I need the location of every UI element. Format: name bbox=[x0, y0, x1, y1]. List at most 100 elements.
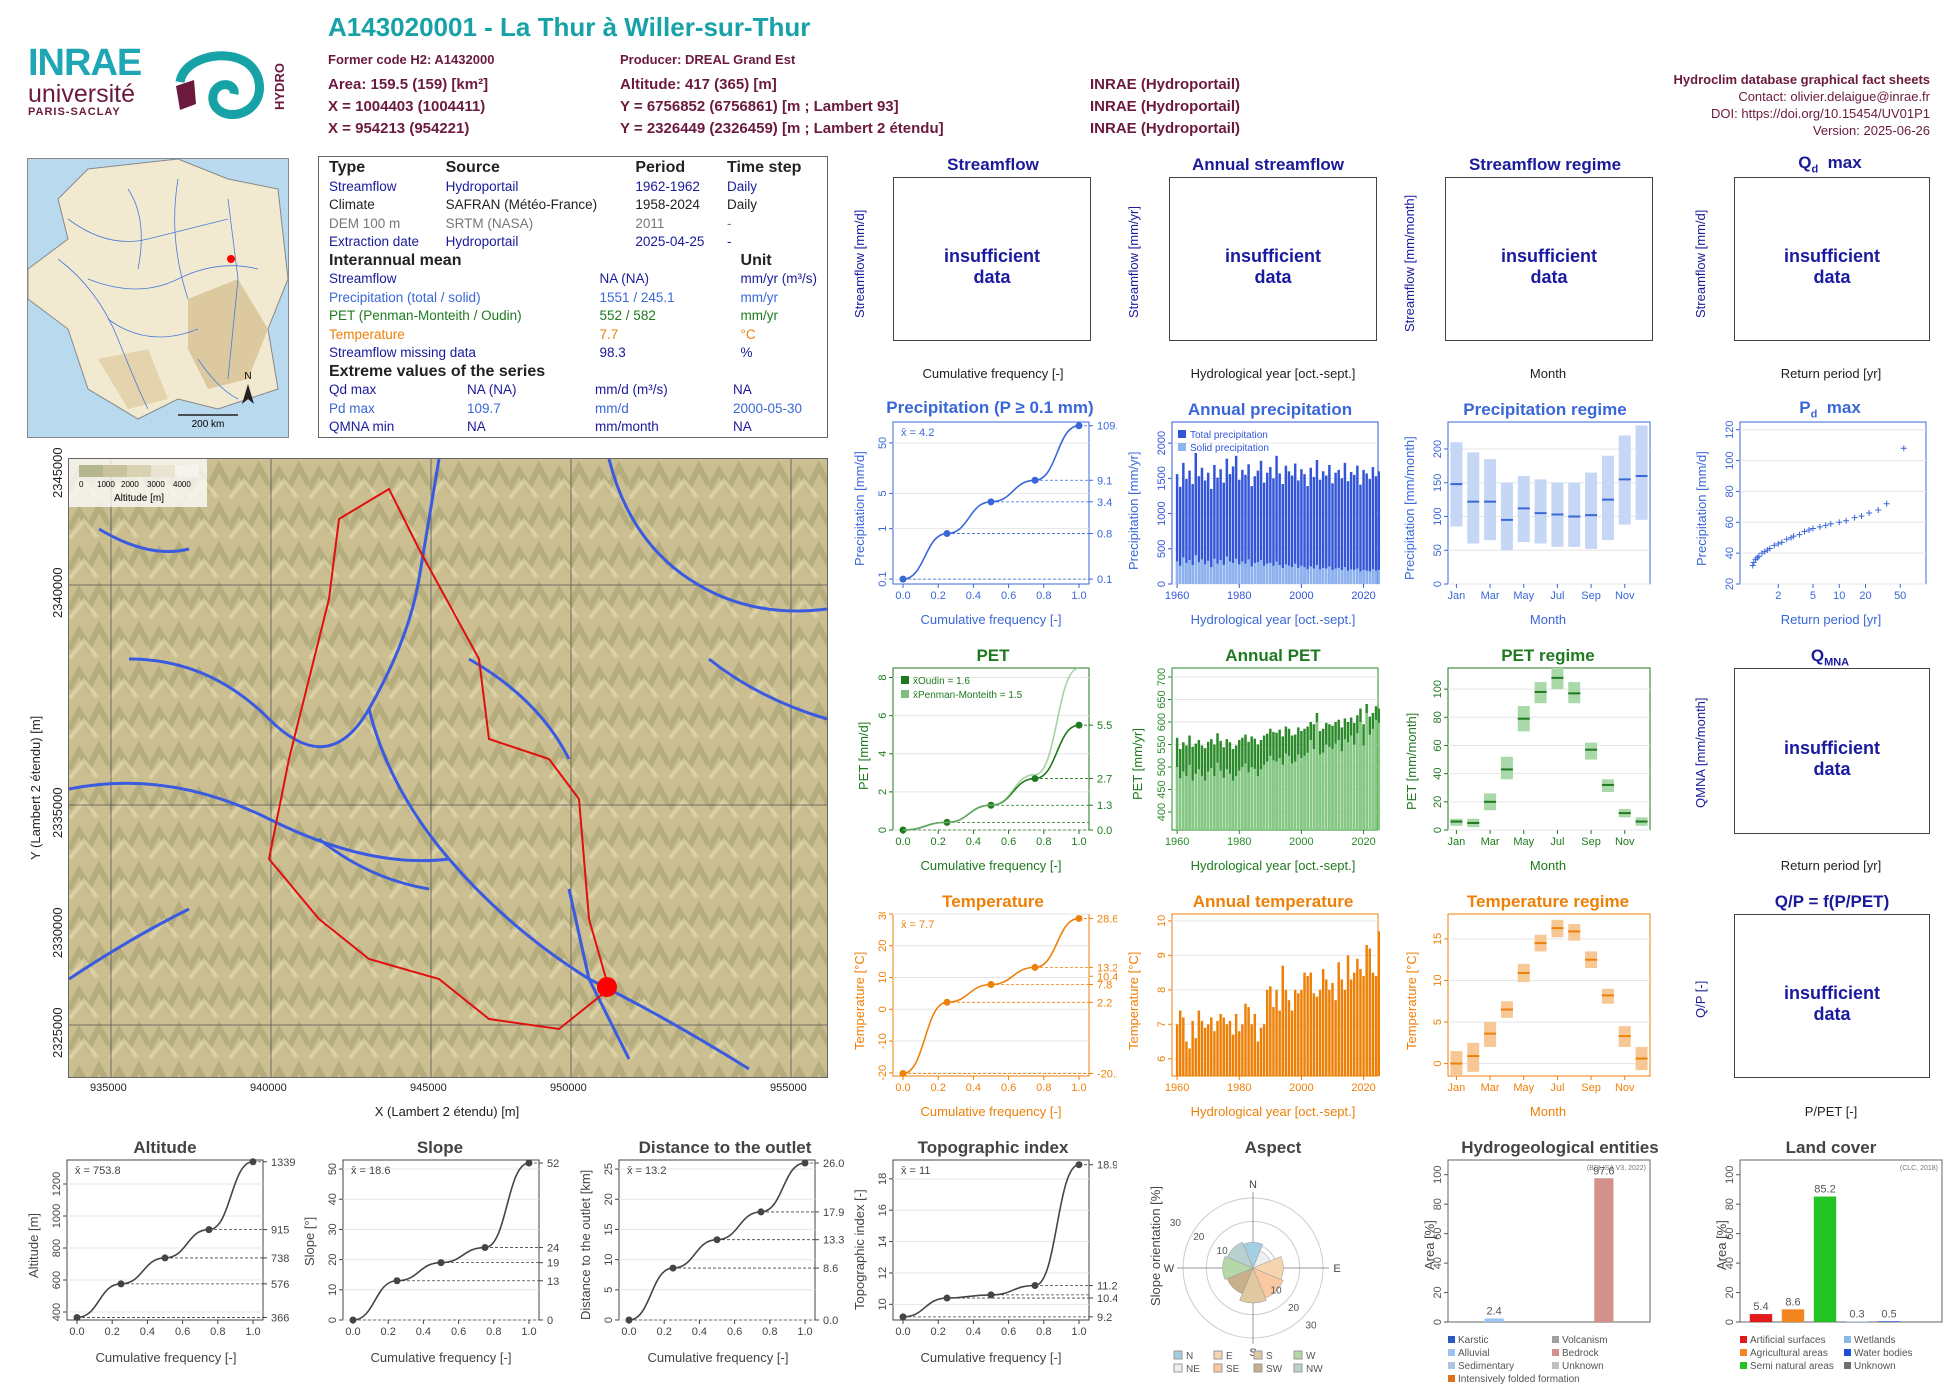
msg: data bbox=[973, 267, 1011, 288]
x-tick-label: Nov bbox=[1615, 590, 1635, 602]
x-tick-label: 0.6 bbox=[1001, 1082, 1016, 1094]
bar-series-2 bbox=[1265, 761, 1269, 830]
bar bbox=[1234, 455, 1238, 584]
legend-label: Sedimentary bbox=[1458, 1361, 1514, 1372]
bar bbox=[1197, 1010, 1201, 1076]
x-tick-label: 1.0 bbox=[245, 1326, 260, 1338]
x-tick-label: 0.4 bbox=[140, 1326, 155, 1338]
box-range bbox=[1568, 482, 1581, 547]
pet-xlabel: Cumulative frequency [-] bbox=[920, 858, 1062, 873]
hydro-logo-icon bbox=[175, 51, 264, 119]
bar bbox=[1206, 472, 1210, 584]
bar-series-2 bbox=[1213, 558, 1216, 584]
annual-temp-xlabel: Hydrological year [oct.-sept.] bbox=[1190, 1104, 1356, 1119]
category-bar bbox=[1484, 1318, 1504, 1322]
h-unit: Unit bbox=[740, 251, 772, 269]
aspect-legend-swatch bbox=[1173, 1350, 1183, 1360]
x-tick-label: 1980 bbox=[1227, 590, 1251, 602]
bar bbox=[1287, 1000, 1291, 1076]
mean-value: 552 / 582 bbox=[599, 308, 656, 323]
bar-series-2 bbox=[1175, 767, 1179, 830]
bar-series-2 bbox=[1219, 770, 1222, 830]
bar bbox=[1225, 1024, 1229, 1076]
catchment-boundary bbox=[267, 487, 611, 1031]
h-source: Source bbox=[445, 159, 500, 176]
right-label: 7.8 bbox=[1097, 980, 1112, 992]
source-label: (BDLISA V3, 2022) bbox=[1587, 1165, 1646, 1172]
bar bbox=[1356, 958, 1359, 1076]
quantile-point bbox=[1075, 721, 1083, 729]
bar-series-2 bbox=[1216, 762, 1219, 830]
bar-series-2 bbox=[1200, 776, 1204, 830]
y-tick-label: 20 bbox=[1432, 1286, 1444, 1298]
msg: data bbox=[1813, 267, 1851, 288]
y-tick-label: 80 bbox=[1724, 1198, 1736, 1210]
xtick: 955000 bbox=[770, 1082, 807, 1094]
mean-unit: % bbox=[740, 345, 753, 360]
right-label: 366 bbox=[271, 1312, 289, 1324]
bar bbox=[1203, 1027, 1207, 1076]
quantile-point bbox=[393, 1277, 401, 1285]
streamflow-regime-panel: insufficient data bbox=[1445, 177, 1653, 341]
contact[interactable]: Contact: olivier.delaigue@inrae.fr bbox=[1738, 89, 1930, 104]
bar bbox=[1377, 471, 1380, 584]
bar bbox=[1194, 452, 1197, 584]
x-tick-label: 0.0 bbox=[621, 1326, 636, 1338]
bar bbox=[1200, 467, 1204, 584]
legend-swatch bbox=[1448, 1349, 1455, 1356]
bar bbox=[1281, 965, 1285, 1076]
x-tick-label: 0.2 bbox=[931, 1082, 946, 1094]
ytick: 2335000 bbox=[50, 787, 65, 838]
bar-series-2 bbox=[1297, 567, 1300, 584]
y-tick-label: 100 bbox=[1724, 1166, 1736, 1184]
streamflow-regime-title: Streamflow regime bbox=[1468, 155, 1622, 174]
slope-chart: 0 10 20 30 40 50 0.0 0.2 0.4 0.6 0.8 1.0 52 24 19 13 0 x̄… bbox=[327, 1158, 559, 1338]
right-label: 9.2 bbox=[1097, 1312, 1112, 1324]
bar bbox=[1231, 1034, 1235, 1076]
msg: insufficient bbox=[943, 246, 1040, 267]
x-tick-label: 1980 bbox=[1227, 836, 1251, 848]
bar-series-2 bbox=[1328, 746, 1331, 830]
bar-series-2 bbox=[1321, 752, 1325, 830]
scatter-point bbox=[1766, 545, 1773, 552]
bar bbox=[1340, 979, 1344, 1076]
landcover-ylabel: Area [%] bbox=[1714, 1220, 1729, 1270]
y-tick-label: 100 bbox=[1724, 451, 1736, 469]
y-tick-label: 800 bbox=[51, 1239, 63, 1257]
streamflow-title: Streamflow bbox=[947, 155, 1039, 174]
bar-series-2 bbox=[1238, 564, 1241, 584]
streamflow-regime-xlabel: Month bbox=[1529, 366, 1567, 381]
bar bbox=[1281, 483, 1285, 584]
legend-swatch bbox=[1844, 1349, 1851, 1356]
y-tick-label: 10 bbox=[1432, 974, 1444, 986]
scatter-point bbox=[1809, 525, 1816, 532]
aspect-legend-swatch bbox=[1213, 1350, 1223, 1360]
bar-series-2 bbox=[1353, 744, 1356, 830]
scatter-point bbox=[1866, 510, 1873, 517]
x-tick-label: 2000 bbox=[1289, 1082, 1313, 1094]
bar-series-2 bbox=[1365, 713, 1368, 830]
altitude: Altitude: 417 (365) [m] bbox=[620, 76, 777, 93]
bar bbox=[1272, 478, 1275, 584]
bar bbox=[1349, 979, 1353, 1076]
x-tick-label: May bbox=[1513, 590, 1534, 602]
ytick: 2340000 bbox=[50, 567, 65, 618]
bar-series-2 bbox=[1331, 569, 1334, 584]
bar-value-label: 0.3 bbox=[1849, 1309, 1864, 1321]
y-tick-label: 60 bbox=[1432, 1228, 1444, 1240]
x-tick-label: 1.0 bbox=[1071, 1326, 1086, 1338]
bar-series-2 bbox=[1337, 567, 1340, 584]
ext-unit: mm/month bbox=[595, 419, 659, 434]
y-tick-label: 20 bbox=[1432, 796, 1444, 808]
topo-xlabel: Cumulative frequency [-] bbox=[920, 1350, 1062, 1365]
right-label: 13 bbox=[547, 1276, 559, 1288]
bar-series-2 bbox=[1334, 568, 1337, 584]
x-tick-label: 0.0 bbox=[895, 1082, 910, 1094]
bar bbox=[1315, 460, 1319, 584]
doi-link[interactable]: DOI: https://doi.org/10.15454/UV01P1 bbox=[1711, 106, 1930, 121]
x-tick-label: 2020 bbox=[1351, 590, 1375, 602]
quantile-point bbox=[437, 1259, 445, 1267]
ext-date: NA bbox=[733, 382, 752, 397]
x-tick-label: 0.4 bbox=[692, 1326, 707, 1338]
bar bbox=[1250, 1024, 1253, 1076]
